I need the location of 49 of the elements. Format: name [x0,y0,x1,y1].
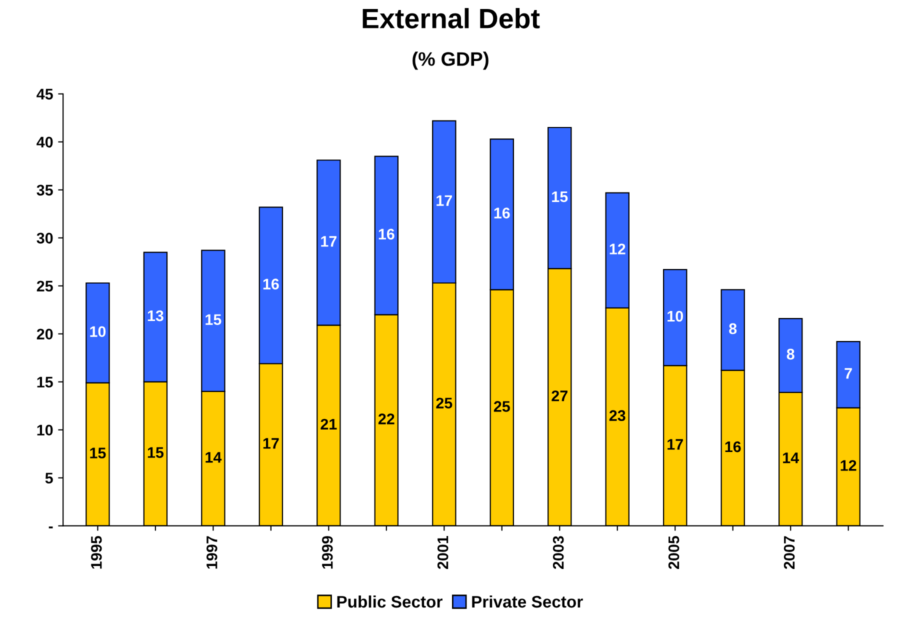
y-tick-label: 10 [37,424,53,436]
y-tick-label: 5 [45,472,53,484]
data-label: 8 [786,348,794,360]
y-tick-label: 45 [36,88,53,100]
data-label: 27 [552,390,568,402]
data-label: 15 [148,447,164,458]
legend-label: Public Sector [337,595,442,608]
legend-label: Private Sector [472,595,583,608]
y-tick-label: - [48,526,53,528]
data-label: 8 [729,323,737,334]
data-label: 23 [609,410,626,422]
x-tick-label: 2005 [668,536,680,570]
data-label: 10 [90,326,106,338]
data-label: 13 [148,310,164,322]
data-label: 16 [494,208,510,218]
data-label: 17 [436,195,452,206]
y-tick-label: 30 [36,232,53,244]
data-label: 16 [725,441,741,452]
y-tick-label: 15 [37,376,53,388]
data-label: 15 [90,448,106,458]
x-tick-label: 1997 [206,536,218,569]
data-label: 14 [783,452,800,464]
y-tick-label: 20 [36,328,53,340]
y-tick-label: 25 [36,280,53,292]
x-tick-label: 1995 [90,536,102,569]
data-label: 16 [378,228,394,240]
data-label: 7 [844,368,852,379]
data-label: 14 [206,452,222,463]
data-label: 17 [668,439,683,450]
data-label: 17 [263,438,279,449]
chart-subtitle: (% GDP) [412,52,488,70]
data-label: 22 [378,414,394,424]
data-label: 12 [840,460,856,471]
y-tick-label: 40 [36,136,53,148]
data-label: 25 [494,401,510,412]
x-tick-label: 2001 [437,536,448,570]
data-label: 12 [610,244,626,254]
y-tick-label: 35 [36,184,53,196]
x-tick-label: 2007 [784,536,795,570]
x-tick-label: 1999 [322,536,333,569]
data-label: 15 [552,191,568,202]
data-label: 16 [263,278,279,290]
data-label: 15 [206,314,222,326]
x-tick-label: 2003 [552,536,564,570]
data-label: 25 [436,398,452,409]
data-label: 17 [321,236,336,247]
data-label: 21 [320,418,337,430]
chart-title: External Debt [362,8,540,28]
data-label: 10 [668,310,683,322]
